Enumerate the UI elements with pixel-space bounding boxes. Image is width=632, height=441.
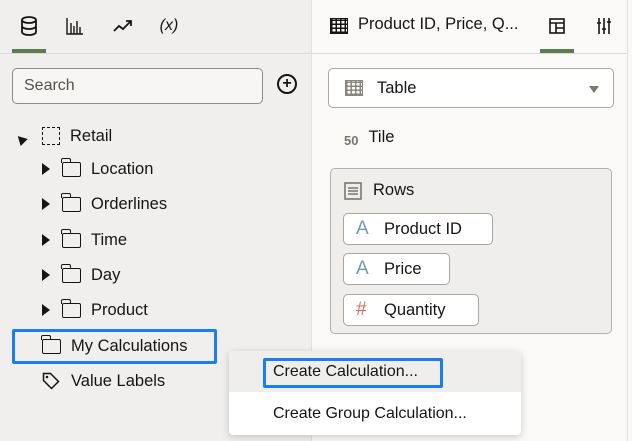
row-pill-product-id[interactable]: A Product ID xyxy=(343,213,493,245)
tile-label: Tile xyxy=(368,128,395,146)
tab-variables[interactable]: (x) xyxy=(152,12,186,40)
search-input[interactable]: Search xyxy=(12,68,263,104)
folder-icon xyxy=(61,298,81,318)
data-panel: (x) Search + Retail Location Orderlines … xyxy=(0,0,312,441)
tab-visualizations[interactable] xyxy=(58,12,92,40)
trend-icon xyxy=(113,20,132,32)
tab-grammar[interactable] xyxy=(540,12,574,53)
collapse-caret-icon[interactable] xyxy=(14,132,28,146)
highlight-create-calculation xyxy=(263,358,443,388)
tree-item-retail[interactable]: Retail xyxy=(14,124,113,148)
tree-item-location[interactable]: Location xyxy=(42,157,153,181)
expand-caret-icon[interactable] xyxy=(42,198,50,210)
attribute-icon: A xyxy=(356,258,369,279)
tree-label: Time xyxy=(91,230,128,249)
chevron-down-icon xyxy=(589,86,599,93)
folder-icon xyxy=(61,263,81,283)
folder-icon xyxy=(41,334,61,354)
add-icon[interactable]: + xyxy=(277,74,297,94)
folder-icon xyxy=(61,192,81,212)
context-menu: Create Calculation... Create Group Calcu… xyxy=(229,351,521,435)
tree-label: Value Labels xyxy=(71,371,166,390)
grammar-panel-header: Product ID, Price, Q... xyxy=(312,0,627,54)
menu-item-label: Create Group Calculation... xyxy=(273,404,467,422)
tile-section[interactable]: 50 Tile xyxy=(344,128,395,148)
tab-analytics[interactable] xyxy=(106,12,140,40)
subject-area-icon xyxy=(42,127,60,145)
tree-item-value-labels[interactable]: Value Labels xyxy=(42,369,165,393)
tree-label: Orderlines xyxy=(91,194,168,213)
rows-icon xyxy=(344,181,362,200)
tree-label: My Calculations xyxy=(71,336,188,355)
visualization-title: Product ID, Price, Q... xyxy=(358,15,519,33)
sliders-icon xyxy=(597,18,611,34)
tree-label: Day xyxy=(91,265,121,284)
database-icon xyxy=(21,16,37,36)
tree-label: Location xyxy=(91,159,154,178)
pill-label: Product ID xyxy=(384,219,462,238)
tree-label: Retail xyxy=(70,126,113,145)
rows-label: Rows xyxy=(373,181,415,199)
row-pill-quantity[interactable]: # Quantity xyxy=(343,294,479,326)
tag-icon xyxy=(42,372,60,390)
folder-icon xyxy=(61,228,81,248)
tile-icon: 50 xyxy=(344,133,359,148)
variable-icon: (x) xyxy=(159,17,179,34)
layout-icon xyxy=(549,18,565,34)
folder-icon xyxy=(61,157,81,177)
viz-type-select[interactable]: Table xyxy=(328,68,614,108)
highlight-my-calculations xyxy=(12,329,217,364)
table-icon xyxy=(330,18,348,34)
expand-caret-icon[interactable] xyxy=(42,269,50,281)
bar-chart-icon xyxy=(66,18,83,35)
pill-label: Price xyxy=(384,259,422,278)
pill-label: Quantity xyxy=(384,300,446,319)
row-pill-price[interactable]: A Price xyxy=(343,253,450,285)
table-icon xyxy=(345,80,363,96)
tree-item-time[interactable]: Time xyxy=(42,228,127,252)
tree-item-my-calculations[interactable]: My Calculations xyxy=(41,334,188,358)
viz-type-value: Table xyxy=(377,78,417,97)
data-panel-tabs: (x) xyxy=(0,0,311,54)
tab-data[interactable] xyxy=(12,12,46,53)
tree-label: Product xyxy=(91,300,148,319)
expand-caret-icon[interactable] xyxy=(42,304,50,316)
search-placeholder: Search xyxy=(24,77,75,94)
expand-caret-icon[interactable] xyxy=(42,234,50,246)
menu-item-create-group-calculation[interactable]: Create Group Calculation... xyxy=(229,393,521,434)
tab-properties[interactable] xyxy=(587,12,621,40)
tree-item-day[interactable]: Day xyxy=(42,263,120,287)
tree-item-orderlines[interactable]: Orderlines xyxy=(42,192,167,216)
tree-item-product[interactable]: Product xyxy=(42,298,148,322)
measure-icon: # xyxy=(356,299,367,320)
menu-item-label: Create Calculation... xyxy=(273,362,418,380)
attribute-icon: A xyxy=(356,218,369,239)
rows-dropzone[interactable]: Rows A Product ID A Price # Quantity xyxy=(330,168,612,334)
expand-caret-icon[interactable] xyxy=(42,163,50,175)
